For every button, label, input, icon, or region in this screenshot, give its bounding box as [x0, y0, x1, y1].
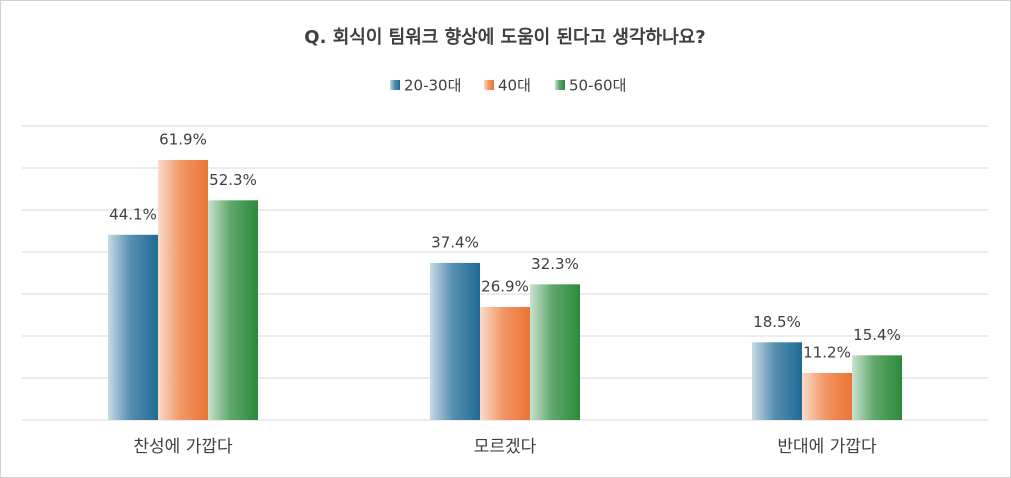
bar	[752, 342, 802, 420]
value-label: 52.3%	[209, 171, 257, 189]
legend-label: 50-60대	[569, 77, 626, 95]
x-tick-label: 모르겠다	[474, 437, 537, 457]
x-tick-label: 반대에 가깝다	[777, 437, 877, 457]
value-label: 26.9%	[481, 278, 529, 296]
bar	[530, 284, 580, 420]
value-label: 32.3%	[531, 255, 579, 273]
bar	[852, 355, 902, 420]
legend-label: 40대	[498, 77, 531, 95]
value-label: 15.4%	[853, 326, 901, 344]
value-label: 61.9%	[159, 131, 207, 149]
legend-marker	[555, 80, 565, 90]
legend-marker	[484, 80, 494, 90]
bar	[158, 160, 208, 420]
x-tick-label: 찬성에 가깝다	[133, 437, 233, 457]
legend-marker	[390, 80, 400, 90]
value-label: 37.4%	[431, 233, 479, 251]
bar	[430, 262, 480, 420]
bar	[480, 307, 530, 420]
legend-label: 20-30대	[404, 77, 461, 95]
chart-title: Q. 회식이 팀워크 향상에 도움이 된다고 생각하나요?	[304, 26, 705, 48]
value-label: 18.5%	[753, 313, 801, 331]
value-label: 44.1%	[109, 205, 157, 223]
bar	[208, 200, 258, 420]
bar	[108, 234, 158, 420]
bar	[802, 372, 852, 420]
value-label: 11.2%	[803, 343, 851, 361]
